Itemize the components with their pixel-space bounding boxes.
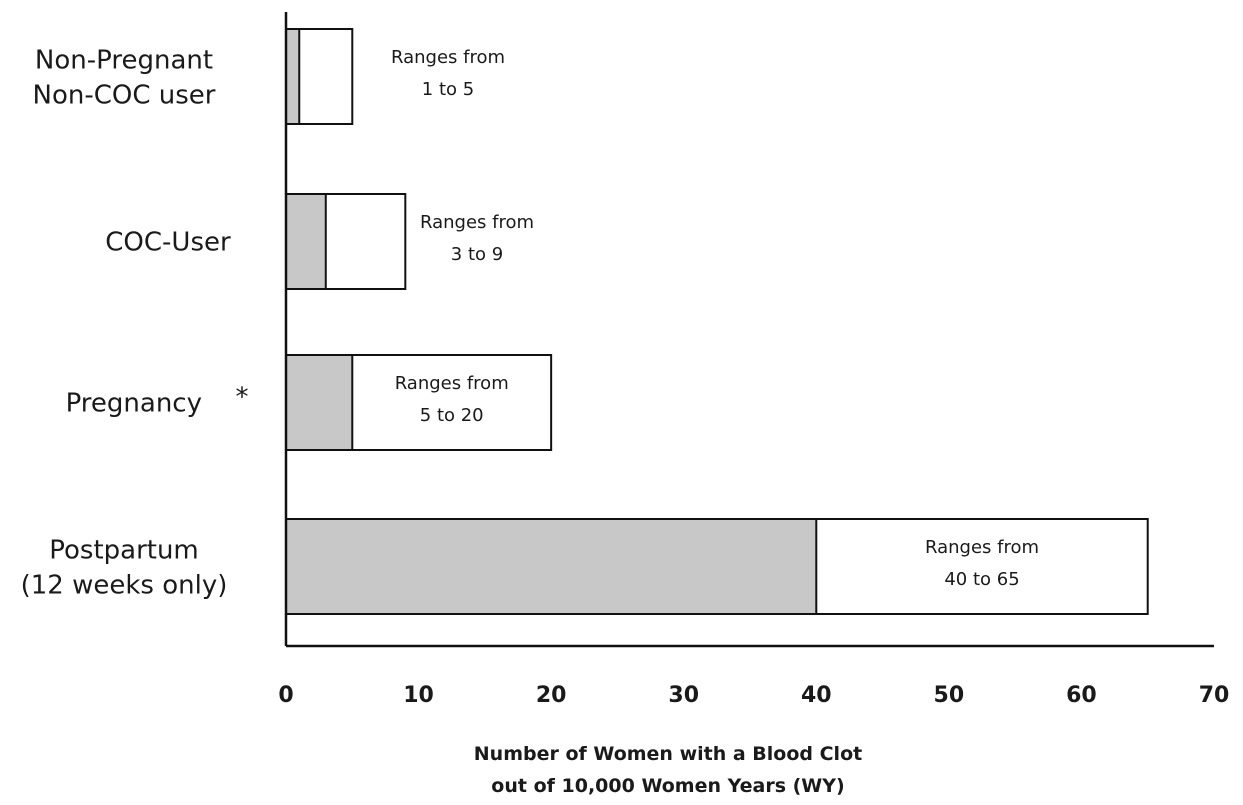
category-labels-group: Non-Pregnant Non-COC user COC-User Pregnanc… <box>21 46 249 601</box>
range-label-3-line-2: 40 to 65 <box>944 569 1019 590</box>
x-tick-label-60: 60 <box>1066 683 1097 708</box>
category-label-1: COC-User <box>105 228 231 258</box>
range-label-0-line-1: Ranges from <box>391 47 505 68</box>
x-tick-labels-group: 0 10 20 30 40 50 60 70 <box>278 683 1229 708</box>
range-label-2-line-1: Ranges from <box>395 373 509 394</box>
range-labels-group: Ranges from 1 to 5 Ranges from 3 to 9 Ranges… <box>391 47 1039 590</box>
x-tick-label-50: 50 <box>934 683 965 708</box>
x-axis-title-line-1: Number of Women with a Blood Clot <box>474 743 862 765</box>
bar-low-0 <box>285 28 301 125</box>
x-tick-label-40: 40 <box>801 683 832 708</box>
category-label-3-line-2: (12 weeks only) <box>21 571 228 601</box>
category-label-0-line-1: Non-Pregnant <box>35 46 213 76</box>
range-label-2-line-2: 5 to 20 <box>420 405 484 426</box>
category-label-0-line-2: Non-COC user <box>33 81 216 111</box>
category-label-3-line-1: Postpartum <box>49 536 199 566</box>
x-tick-label-20: 20 <box>536 683 567 708</box>
x-tick-label-30: 30 <box>668 683 699 708</box>
range-label-1-line-1: Ranges from <box>420 212 534 233</box>
range-label-3-line-1: Ranges from <box>925 537 1039 558</box>
x-axis-title-line-2: out of 10,000 Women Years (WY) <box>491 775 844 797</box>
x-tick-label-70: 70 <box>1199 683 1230 708</box>
x-tick-label-0: 0 <box>278 683 293 708</box>
bars-group <box>285 28 1149 615</box>
bar-low-3 <box>285 518 818 615</box>
bar-low-1 <box>285 193 327 290</box>
category-label-2: Pregnancy <box>66 389 202 419</box>
x-tick-label-10: 10 <box>403 683 434 708</box>
range-label-0-line-2: 1 to 5 <box>422 79 474 100</box>
bar-low-2 <box>285 354 354 451</box>
range-label-1-line-2: 3 to 9 <box>451 244 503 265</box>
category-label-2-asterisk: * <box>236 383 249 413</box>
